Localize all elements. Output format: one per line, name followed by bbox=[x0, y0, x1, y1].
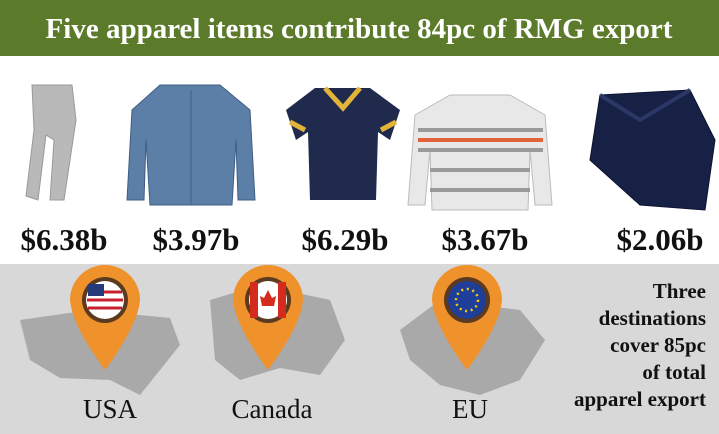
item-value: $6.38b bbox=[21, 222, 108, 257]
note-line: cover 85pc bbox=[610, 333, 706, 357]
usa-pin bbox=[70, 265, 140, 370]
eu-pin bbox=[432, 265, 502, 370]
note-line: destinations bbox=[599, 306, 706, 330]
note: Three destinations cover 85pc of total appar… bbox=[574, 279, 706, 411]
note-line: Three bbox=[653, 279, 706, 303]
header-bar bbox=[0, 0, 719, 56]
note-line: apparel export bbox=[574, 387, 706, 411]
tshirt-icon bbox=[286, 86, 400, 200]
item-value: $3.97b bbox=[153, 222, 240, 257]
destination-label: USA bbox=[83, 394, 138, 424]
jacket-icon bbox=[126, 84, 256, 206]
destination-label: Canada bbox=[232, 394, 313, 424]
shirt-icon bbox=[589, 88, 716, 211]
canada-pin bbox=[232, 264, 304, 370]
note-line: of total bbox=[642, 360, 706, 384]
trousers-icon bbox=[25, 84, 77, 201]
item-value: $3.67b bbox=[442, 222, 529, 257]
title: Five apparel items contribute 84pc of RM… bbox=[46, 13, 673, 45]
sweater-icon bbox=[407, 94, 553, 211]
item-value: $2.06b bbox=[617, 222, 704, 257]
destination-label: EU bbox=[452, 394, 488, 424]
item-value: $6.29b bbox=[302, 222, 389, 257]
